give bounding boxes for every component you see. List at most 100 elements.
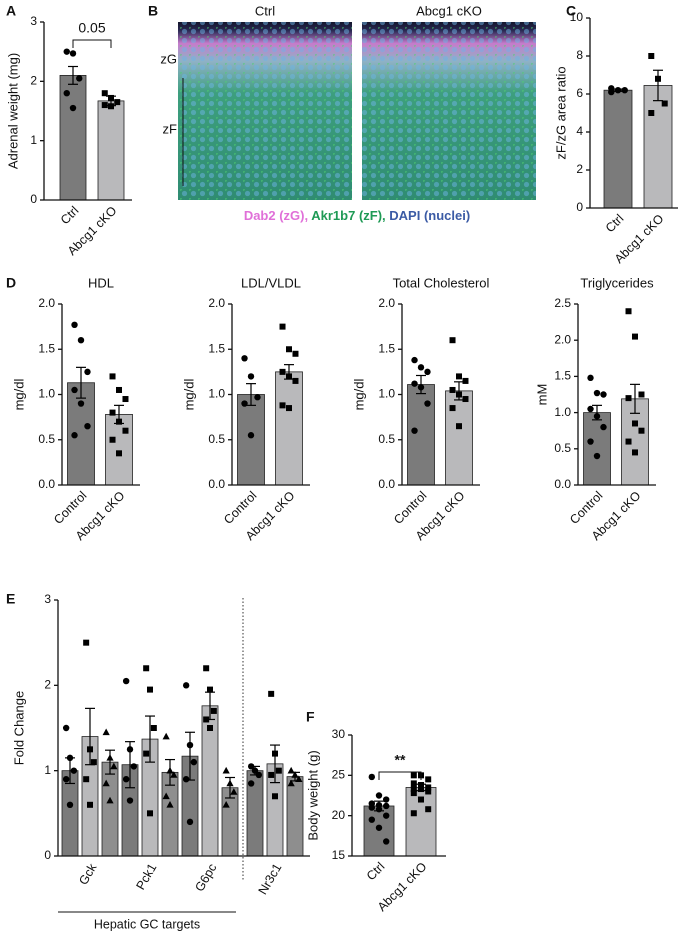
error-bar [592, 404, 602, 421]
data-point [292, 377, 299, 384]
y-tick-label: 2 [44, 678, 51, 692]
data-point [70, 767, 78, 774]
data-point [456, 423, 462, 430]
y-tick-label: 2.0 [208, 296, 225, 310]
data-point [203, 665, 210, 672]
data-point [292, 350, 299, 357]
y-tick-label: 0.5 [208, 432, 225, 446]
chart-title: Total Cholesterol [393, 275, 490, 290]
y-tick-label: 2.0 [554, 332, 571, 346]
data-point [411, 356, 418, 364]
data-point [63, 48, 70, 55]
data-point [411, 427, 418, 434]
data-point [207, 686, 213, 693]
y-tick-label: 0.0 [554, 477, 571, 491]
data-point [272, 793, 278, 800]
y-axis-label: mM [534, 384, 549, 406]
data-point [368, 816, 375, 823]
data-point [279, 402, 286, 409]
bar [105, 414, 133, 486]
data-point [122, 677, 130, 685]
data-point [383, 838, 390, 845]
error-bar [630, 383, 640, 414]
data-point [83, 639, 90, 646]
micrograph-texture [362, 22, 536, 200]
data-point [410, 790, 417, 797]
data-point [84, 422, 91, 430]
data-point [279, 368, 286, 375]
error-bar [68, 65, 78, 85]
data-point [632, 420, 638, 427]
data-point [375, 824, 383, 831]
data-point [162, 732, 170, 740]
error-bar [205, 691, 215, 721]
bar [286, 776, 304, 857]
y-tick-label: 2.0 [38, 296, 55, 310]
data-point [62, 776, 70, 783]
data-point [83, 776, 90, 783]
data-point [77, 400, 85, 407]
y-axis-label: Fold Change [11, 691, 26, 765]
x-tick-label: G6pc [192, 861, 219, 894]
data-point [143, 665, 150, 672]
data-point [190, 758, 198, 766]
data-point [425, 776, 432, 783]
y-tick-label: 1 [30, 133, 37, 147]
data-point [106, 796, 114, 804]
data-point [462, 377, 469, 384]
y-tick-label: 20 [332, 808, 346, 822]
legend-entry: Dab2 (zG), [244, 208, 308, 223]
x-tick-label: Ctrl [364, 860, 388, 884]
data-point [587, 438, 594, 445]
y-tick-label: 0.0 [208, 477, 225, 491]
y-tick-label: 0.5 [378, 432, 395, 446]
error-bar [270, 744, 280, 784]
error-bar [416, 374, 426, 395]
data-point [210, 707, 217, 714]
y-axis-label: mg/dl [11, 378, 26, 410]
data-point [247, 432, 255, 439]
error-bar [250, 765, 260, 776]
legend-entry: DAPI (nuclei) [389, 208, 470, 223]
chart-title: LDL/VLDL [241, 275, 301, 290]
bar [101, 761, 119, 857]
data-point [375, 792, 383, 799]
data-point [247, 373, 255, 380]
data-point [122, 396, 129, 403]
data-point [587, 405, 594, 413]
data-point [90, 759, 97, 766]
data-point [150, 725, 157, 731]
panel-label: F [306, 709, 315, 725]
bar [363, 805, 395, 857]
data-point [182, 776, 190, 783]
significance-bracket [378, 771, 422, 780]
y-tick-label: 0.5 [554, 441, 571, 455]
legend-entry: Akr1b7 (zF), [311, 208, 385, 223]
data-point [130, 763, 138, 770]
y-axis-label: Adrenal weight (mg) [5, 53, 20, 169]
error-bar [105, 749, 115, 775]
data-point [625, 308, 632, 315]
bar [445, 390, 473, 486]
data-point [126, 797, 134, 804]
data-point [69, 50, 77, 57]
y-tick-label: 1.0 [554, 405, 571, 419]
data-point [418, 796, 424, 803]
y-tick-label: 1.5 [208, 341, 225, 355]
data-point [449, 386, 456, 393]
data-point [268, 771, 275, 778]
bar [275, 371, 303, 486]
error-bar [65, 757, 75, 785]
data-point [147, 810, 153, 817]
data-point [254, 394, 261, 401]
data-point [632, 449, 638, 456]
error-bar [114, 404, 124, 425]
y-tick-label: 1.0 [208, 387, 225, 401]
data-point [71, 432, 78, 439]
y-tick-label: 1 [44, 763, 51, 777]
data-point [638, 427, 645, 434]
panel-label: C [566, 3, 576, 19]
data-point [222, 766, 230, 774]
data-point [286, 405, 292, 412]
